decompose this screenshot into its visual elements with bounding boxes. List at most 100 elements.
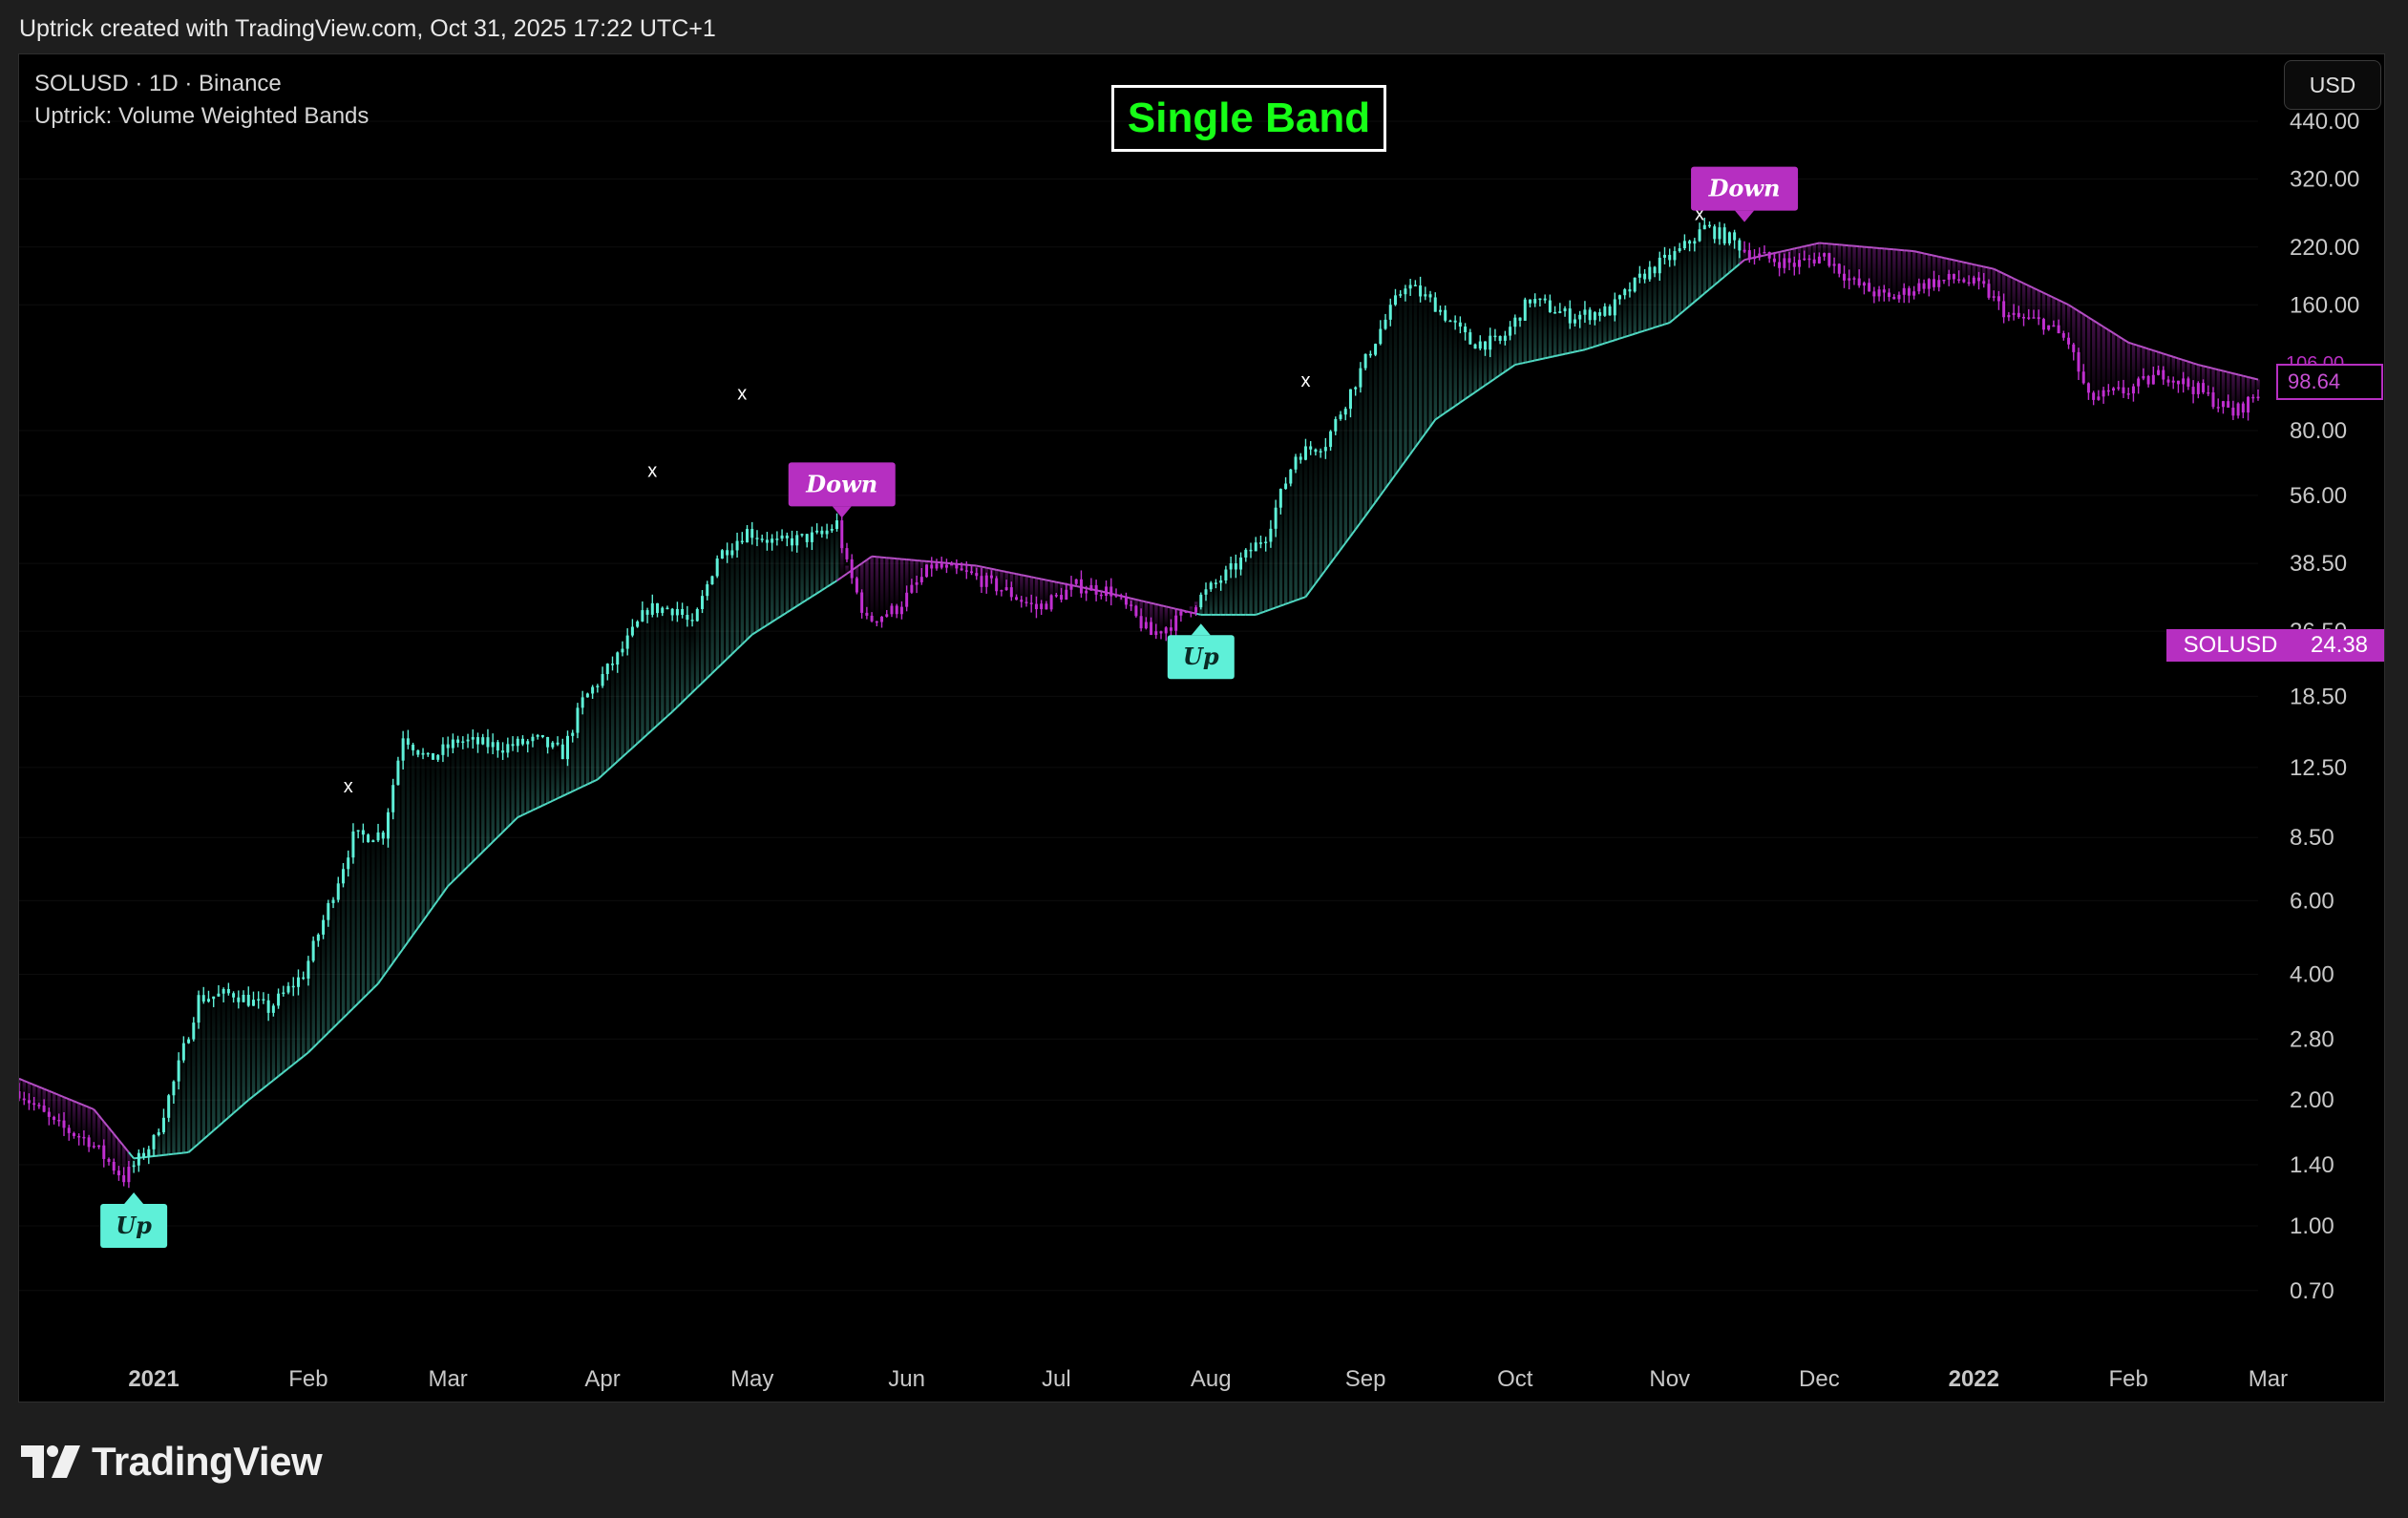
band-line-segment [602, 770, 608, 776]
candle [201, 986, 205, 1004]
band-fill-slice [1289, 468, 1293, 602]
band-line-segment [1554, 353, 1561, 357]
band-line-segment [1255, 612, 1261, 616]
candle [690, 613, 694, 627]
band-fill-slice [1473, 342, 1477, 392]
band-fill-slice [565, 740, 570, 794]
band-line-segment [855, 562, 863, 568]
band-line-segment [1929, 253, 1934, 257]
band-fill-slice [426, 760, 431, 915]
band-line-segment [1813, 242, 1820, 245]
time-tick-label: Feb [2109, 1366, 2148, 1392]
band-line-segment [1449, 405, 1456, 411]
time-axis[interactable]: 2021 Feb Mar Apr May Jun Jul Aug Sep Oct Nov Dec 202… [19, 1334, 2385, 1402]
band-fill-slice [107, 1128, 111, 1163]
candle [1892, 293, 1896, 300]
candle [1139, 608, 1143, 632]
band-line-segment [1639, 329, 1645, 333]
band-line-segment [407, 934, 414, 943]
price-axis[interactable]: 440.00 320.00 220.00 160.00 80.00 56.00 38.50 2… [2264, 54, 2385, 1361]
chart-frame[interactable]: x x x x x Up Down Up Down 440.00 320.00 220.00 160.0… [18, 53, 2385, 1402]
band-line-segment [996, 568, 1003, 572]
band-fill-slice [805, 538, 809, 601]
band-line-segment [646, 728, 653, 735]
band-fill-slice [1967, 263, 1971, 283]
candle [1144, 617, 1148, 630]
band-line-segment [1005, 571, 1012, 575]
band-line-segment [572, 788, 579, 792]
band-line-segment [1429, 418, 1437, 428]
tradingview-logo[interactable]: TradingView [21, 1439, 323, 1485]
band-fill-slice [1842, 244, 1847, 275]
band-line-segment [1414, 439, 1422, 448]
band-line-segment [476, 851, 484, 858]
candle [1438, 306, 1442, 316]
candle [645, 607, 649, 623]
band-fill-slice [2047, 295, 2051, 327]
candle [1578, 310, 1582, 328]
band-line-segment [1799, 245, 1805, 249]
x-marker: x [1695, 204, 1704, 225]
band-fill-slice [341, 865, 346, 1019]
candle [1049, 594, 1053, 612]
band-line-segment [412, 927, 419, 936]
band-fill-slice [167, 1097, 171, 1155]
band-fill-slice [286, 989, 290, 1069]
band-line-segment [33, 1084, 40, 1088]
band-line-segment [1694, 296, 1700, 303]
band-fill-slice [1837, 244, 1842, 270]
symbol-line[interactable]: SOLUSD · 1D · Binance [34, 71, 282, 96]
candle [1518, 317, 1522, 327]
candle [1444, 305, 1447, 323]
indicator-line[interactable]: Uptrick: Volume Weighted Bands [34, 103, 370, 129]
band-line-segment [776, 614, 783, 620]
band-line-segment [1465, 394, 1471, 400]
candle [1294, 453, 1298, 474]
candle [475, 732, 479, 753]
last-price-value: 24.38 [2310, 632, 2369, 658]
candle [132, 1160, 136, 1173]
candle [322, 915, 326, 939]
candle [232, 991, 236, 1003]
band-fill-slice [610, 663, 615, 767]
candle [775, 531, 779, 546]
band-line-segment [1329, 556, 1337, 564]
candle [501, 742, 505, 760]
band-fill-slice [1029, 577, 1034, 606]
band-fill-slice [356, 836, 360, 1003]
band-line-segment [143, 1155, 149, 1159]
band-fill-slice [1049, 580, 1053, 601]
band-fill-slice [1363, 360, 1367, 517]
band-line-segment [198, 1138, 204, 1145]
candle [1419, 276, 1423, 303]
band-fill-slice [2072, 307, 2076, 357]
price-chart[interactable]: x x x x x Up Down Up Down 440.00 320.00 220.00 160.0… [19, 54, 2385, 1402]
band-fill-slice [2086, 317, 2091, 400]
candle [1753, 248, 1757, 265]
band-fill-slice [516, 744, 520, 818]
candle [661, 606, 665, 617]
candle [935, 559, 939, 571]
band-fill-slice [1274, 508, 1278, 608]
band-line-segment [1036, 577, 1042, 580]
band-fill-slice [421, 755, 425, 921]
band-line-segment [97, 1114, 105, 1123]
candle [735, 532, 739, 559]
candle [675, 601, 679, 622]
candle [2211, 387, 2215, 410]
band-line-segment [861, 559, 868, 564]
candle [1538, 298, 1542, 307]
band-fill-slice [302, 974, 306, 1057]
band-line-segment [1499, 370, 1506, 376]
band-line-segment [691, 686, 698, 693]
candle [262, 992, 265, 1004]
band-line-segment [2133, 343, 2139, 348]
currency-button[interactable]: USD [2284, 60, 2381, 110]
band-line-segment [2053, 296, 2059, 302]
band-fill-slice [1264, 535, 1268, 612]
band-fill-slice [1608, 310, 1612, 342]
band-line-segment [1624, 334, 1631, 338]
candle [217, 984, 221, 997]
candle [1962, 277, 1966, 284]
candle [1174, 609, 1178, 638]
